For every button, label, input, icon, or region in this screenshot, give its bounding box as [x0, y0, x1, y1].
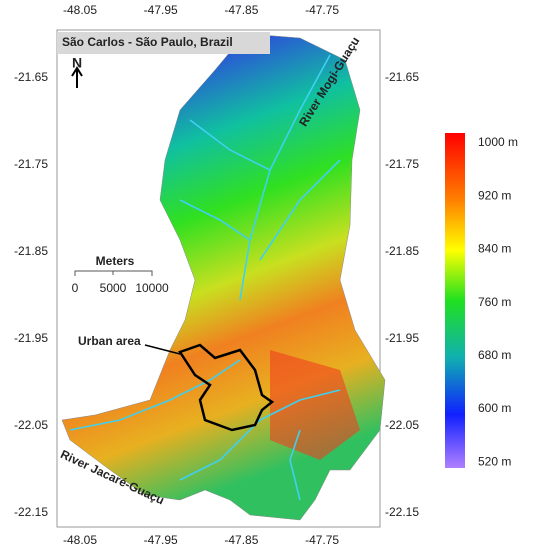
scale-label: 5000: [100, 281, 127, 295]
legend-label: 520 m: [478, 454, 511, 468]
latitude-label: -21.75: [14, 157, 48, 171]
legend-colorbar: [445, 133, 465, 468]
latitude-label: -22.05: [14, 418, 48, 432]
latitude-label: -21.95: [14, 331, 48, 345]
longitude-label: -47.85: [224, 533, 258, 547]
longitude-label: -48.05: [63, 3, 97, 17]
title-bar: [57, 32, 270, 54]
rivers: [69, 54, 341, 501]
north-label: N: [72, 55, 82, 71]
scale-bar: [74, 270, 153, 276]
latitude-label: -21.85: [385, 244, 419, 258]
legend-label: 680 m: [478, 348, 511, 362]
map-title: São Carlos - São Paulo, Brazil: [62, 35, 233, 49]
latitude-label: -22.15: [14, 505, 48, 519]
urban-label: Urban area: [78, 334, 141, 348]
latitude-label: -22.15: [385, 505, 419, 519]
latitude-label: -21.75: [385, 157, 419, 171]
longitude-label: -47.95: [144, 3, 178, 17]
longitude-label: -47.85: [224, 3, 258, 17]
urban-pointer: [144, 344, 181, 355]
longitude-label: -48.05: [63, 533, 97, 547]
latitude-label: -22.05: [385, 418, 419, 432]
longitude-label: -47.75: [305, 533, 339, 547]
scale-label: 0: [72, 281, 79, 295]
legend-label: 840 m: [478, 242, 511, 256]
legend-label: 760 m: [478, 295, 511, 309]
longitude-label: -47.95: [144, 533, 178, 547]
scale-title: Meters: [96, 254, 135, 268]
highland: [270, 350, 360, 460]
urban-area-outline: [178, 343, 275, 432]
latitude-label: -21.85: [14, 244, 48, 258]
legend-label: 600 m: [478, 401, 511, 415]
north-arrow: [71, 66, 83, 88]
legend-label: 920 m: [478, 188, 511, 202]
latitude-label: -21.95: [385, 331, 419, 345]
latitude-label: -21.65: [14, 70, 48, 84]
latitude-label: -21.65: [385, 70, 419, 84]
longitude-label: -47.75: [305, 3, 339, 17]
legend-label: 1000 m: [478, 135, 518, 149]
scale-label: 10000: [135, 281, 169, 295]
